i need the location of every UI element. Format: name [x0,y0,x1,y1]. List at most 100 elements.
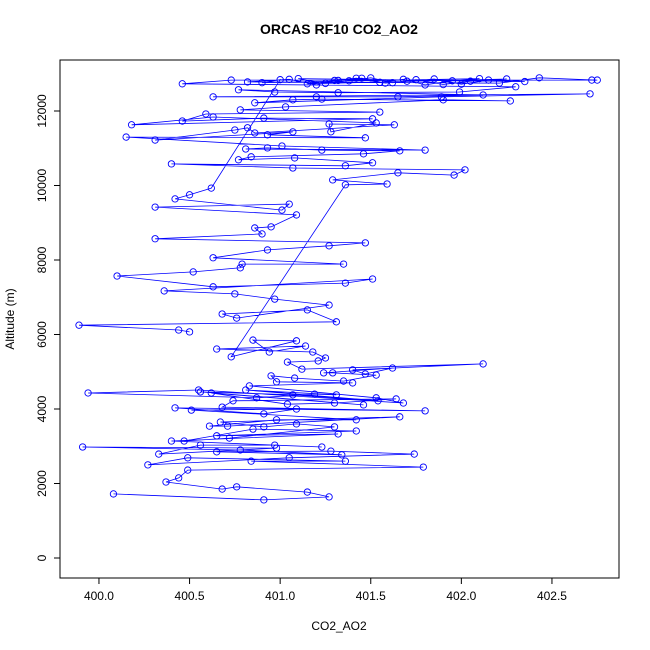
data-point [419,463,427,471]
data-point [475,74,484,83]
data-point [292,211,301,219]
data-point [330,423,339,431]
data-point [303,488,311,496]
data-point [267,372,275,380]
data-point [383,180,391,188]
data-point [338,451,346,459]
data-point [372,119,380,127]
data-point [205,422,214,430]
data-point [160,287,168,295]
data-point [187,406,196,414]
data-point [242,145,250,153]
data-point [236,264,244,272]
data-point [312,93,321,101]
x-axis-label: CO2_AO2 [311,619,367,633]
data-point [334,89,342,97]
data-point [327,128,335,136]
data-point [247,457,255,465]
data-point [225,434,234,442]
data-point [339,260,348,268]
y-tick-label: 6000 [35,321,49,348]
data-point [245,382,254,390]
data-point [495,79,504,87]
data-point [399,75,408,83]
data-point [367,74,375,82]
data-point [180,437,188,445]
data-point [309,348,317,356]
data-point [341,181,350,189]
data-point [185,191,194,199]
y-axis-label: Altitude (m) [3,288,17,349]
data-point [271,295,279,303]
data-point [184,466,192,474]
x-tick-label: 402.0 [446,589,476,603]
data-point [234,156,243,164]
data-point [209,113,217,121]
data-point [265,348,273,356]
data-point [209,254,217,262]
data-line [78,77,598,501]
data-point [329,369,337,377]
data-point [484,76,493,84]
data-point [448,77,456,85]
data-point [399,399,408,407]
data-point [332,391,340,399]
data-point [151,235,159,243]
data-point [466,77,475,85]
data-point [231,126,239,134]
data-point [171,404,179,412]
data-point [325,242,333,250]
data-point [388,364,397,372]
data-point [151,203,159,211]
data-point [588,76,596,84]
data-point [218,485,226,493]
data-point [506,97,514,105]
data-point [289,128,297,136]
data-point [345,77,353,85]
data-point [303,306,311,314]
y-tick-label: 0 [35,554,49,561]
data-point [325,493,333,501]
data-point [457,80,466,88]
data-point [223,422,232,430]
data-point [327,447,335,455]
data-point [455,88,464,96]
data-point [162,478,170,486]
data-point [289,391,297,399]
data-point [227,76,235,84]
data-point [283,400,292,408]
data-point [258,230,266,238]
data-point [263,144,272,152]
data-point [127,121,136,129]
data-point [109,490,118,498]
data-point [430,75,438,83]
plot-frame [59,59,620,579]
data-point [207,389,215,397]
data-point [285,75,293,83]
y-tick-label: 10000 [35,168,49,202]
data-point [251,99,259,107]
data-point [278,142,286,150]
data-point [196,441,205,449]
data-point [396,147,404,155]
data-point [283,358,292,366]
data-point [236,106,244,114]
data-point [251,224,259,232]
data-point [243,124,252,132]
x-tick-label: 400.0 [84,589,114,603]
data-point [247,153,255,161]
data-point [372,371,380,379]
data-point [437,93,446,101]
data-point [213,448,221,456]
data-point [155,450,163,458]
data-point [339,377,348,385]
x-tick-label: 400.5 [175,589,205,603]
data-point [586,90,594,98]
data-point [278,206,286,214]
data-point [376,78,384,86]
data-point [243,78,252,86]
data-point [194,386,203,394]
data-point [75,321,83,329]
data-point [314,357,322,365]
